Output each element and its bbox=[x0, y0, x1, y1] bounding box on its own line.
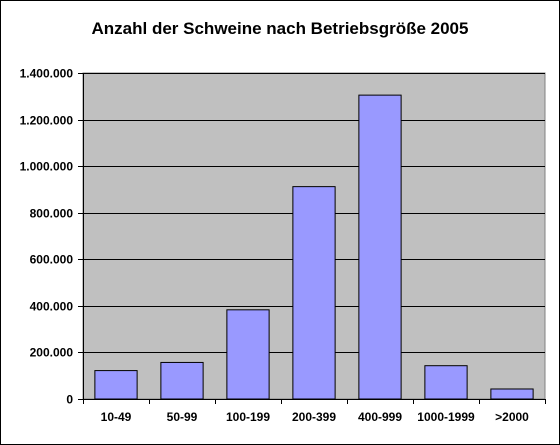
y-tick-label: 400.000 bbox=[30, 300, 74, 314]
bar bbox=[292, 186, 336, 400]
x-axis-ticks: 10-49 50-99 100-199 200-399 400-999 1000-1999… bbox=[83, 399, 546, 424]
x-tick-label: 50-99 bbox=[167, 410, 198, 424]
bar bbox=[358, 94, 402, 400]
bar bbox=[490, 388, 534, 400]
y-tick-label: 1.400.000 bbox=[20, 67, 74, 81]
y-axis-ticks: 0 200.000 400.000 600.000 800.000 1.000.000 1.… bbox=[20, 67, 83, 407]
x-tick-label: >2000 bbox=[495, 410, 529, 424]
y-tick-label: 200.000 bbox=[30, 346, 74, 360]
x-tick-label: 400-999 bbox=[358, 410, 402, 424]
chart-title: Anzahl der Schweine nach Betriebsgröße 2… bbox=[91, 19, 469, 38]
bar bbox=[226, 309, 270, 400]
bar bbox=[160, 361, 204, 400]
y-tick-label: 0 bbox=[66, 393, 73, 407]
bar bbox=[94, 370, 138, 400]
y-tick-label: 1.000.000 bbox=[20, 160, 74, 174]
x-tick-label: 10-49 bbox=[101, 410, 132, 424]
y-tick-label: 1.200.000 bbox=[20, 114, 74, 128]
x-tick-label: 200-399 bbox=[292, 410, 336, 424]
axes bbox=[83, 73, 545, 400]
x-tick-label: 100-199 bbox=[226, 410, 270, 424]
y-tick-label: 600.000 bbox=[30, 253, 74, 267]
x-tick-label: 1000-1999 bbox=[417, 410, 475, 424]
bar bbox=[424, 365, 468, 400]
y-tick-label: 800.000 bbox=[30, 207, 74, 221]
